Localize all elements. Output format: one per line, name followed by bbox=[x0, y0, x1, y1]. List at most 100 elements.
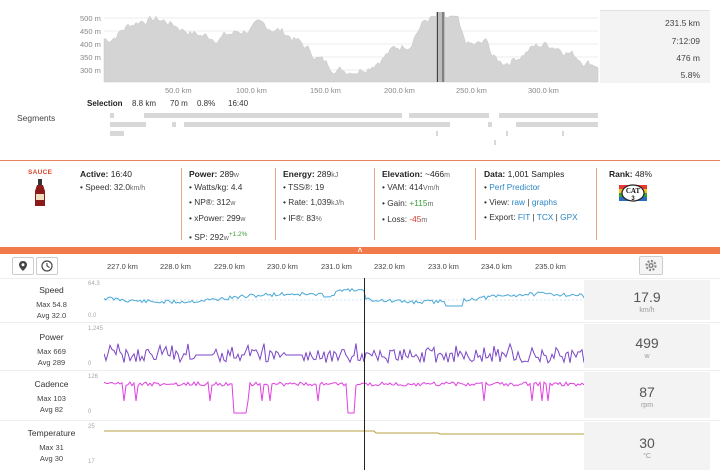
if-label: IF®: bbox=[288, 213, 305, 223]
speed-value: 32.0 bbox=[113, 182, 130, 192]
segment-bar[interactable] bbox=[409, 113, 489, 118]
clock-icon bbox=[41, 260, 53, 272]
overview-summary-panel: 231.5 km 7:12:09 476 m 5.8% bbox=[600, 10, 710, 83]
timeline-tick: 234.0 km bbox=[481, 262, 512, 271]
time-mode-button[interactable] bbox=[36, 257, 58, 275]
elevation-y-tick: 300 m bbox=[80, 66, 101, 75]
view-raw-link[interactable]: raw bbox=[511, 197, 526, 207]
temperature-avg: Avg 30 bbox=[39, 454, 64, 463]
energy-value: 289 bbox=[317, 169, 332, 179]
elevation-x-tick: 250.0 km bbox=[456, 86, 487, 95]
export-tcx-link[interactable]: TCX bbox=[536, 212, 554, 222]
selection-label: Selection bbox=[87, 99, 123, 108]
timeline-tick: 232.0 km bbox=[374, 262, 405, 271]
segment-bar[interactable] bbox=[562, 131, 564, 136]
power-avg: Avg 289 bbox=[37, 358, 66, 367]
temperature-stream-chart[interactable] bbox=[104, 423, 586, 469]
panel-resize-handle[interactable]: ˄ bbox=[0, 246, 720, 255]
cadence-stream-chart[interactable] bbox=[104, 373, 586, 417]
stats-top-border bbox=[0, 160, 720, 161]
chart-settings-button[interactable] bbox=[639, 256, 663, 275]
loss-label: Loss: bbox=[387, 214, 408, 224]
rank-value: 48% bbox=[635, 169, 653, 179]
elevation-profile-area bbox=[103, 15, 599, 83]
elevation-overview[interactable]: 500 m 450 m 400 m 350 m 300 m 50.0 km 10… bbox=[0, 0, 720, 95]
gear-icon bbox=[645, 259, 657, 272]
stats-energy: Energy: 289kJ • TSS®: 19 • Rate: 1,039kJ… bbox=[283, 169, 344, 223]
power-stream-chart[interactable] bbox=[104, 325, 586, 367]
elevation-unit: m bbox=[444, 172, 450, 179]
speed-avg: Avg 32.0 bbox=[36, 311, 67, 320]
speed-value-box: 17.9 km/h bbox=[584, 280, 710, 320]
vam-label: VAM: bbox=[387, 182, 407, 192]
power-chart-row bbox=[0, 322, 720, 371]
segment-bar[interactable] bbox=[110, 113, 114, 118]
cadence-avg: Avg 82 bbox=[39, 405, 64, 414]
sp-unit: w bbox=[223, 234, 229, 242]
export-separator: | bbox=[532, 212, 535, 222]
segment-bar[interactable] bbox=[488, 122, 492, 127]
stats-elevation: Elevation: ~466m • VAM: 414Vm/h • Gain: … bbox=[382, 169, 450, 224]
segment-bar[interactable] bbox=[494, 140, 496, 145]
elevation-x-tick: 150.0 km bbox=[310, 86, 341, 95]
cadence-max: Max 103 bbox=[37, 394, 66, 403]
timeline-tick: 235.0 km bbox=[535, 262, 566, 271]
speed-chart-row bbox=[0, 278, 720, 323]
if-unit: % bbox=[315, 216, 322, 223]
power-max: Max 669 bbox=[37, 347, 66, 356]
segment-bar[interactable] bbox=[110, 122, 146, 127]
view-graphs-link[interactable]: graphs bbox=[531, 197, 558, 207]
power-value-box: 499 w bbox=[584, 324, 710, 368]
selection-grade: 0.8% bbox=[197, 99, 216, 108]
segment-bar[interactable] bbox=[499, 113, 598, 118]
chart-cursor-line[interactable] bbox=[364, 278, 365, 470]
power-current-value: 499 bbox=[635, 335, 659, 351]
selection-distance: 8.8 km bbox=[132, 99, 157, 108]
view-label: View: bbox=[489, 197, 510, 207]
segment-bar[interactable] bbox=[388, 122, 450, 127]
power-chart-label: Power Max 669 Avg 289 bbox=[0, 332, 103, 367]
timeline-tick: 229.0 km bbox=[214, 262, 245, 271]
temperature-current-value: 30 bbox=[639, 435, 655, 451]
export-label: Export: bbox=[489, 212, 516, 222]
export-fit-link[interactable]: FIT bbox=[517, 212, 531, 222]
speed-axis-top: 64.3 bbox=[88, 281, 100, 287]
xpower-value: 299 bbox=[226, 213, 241, 223]
cat3-badge-icon[interactable]: CAT 3 bbox=[618, 182, 648, 204]
elevation-overview-svg[interactable] bbox=[0, 0, 720, 95]
sauce-bottle-icon bbox=[35, 179, 45, 206]
gain-label: Gain: bbox=[387, 198, 408, 208]
sp-delta: +1.2% bbox=[228, 231, 248, 238]
elevation-label: Elevation: bbox=[382, 169, 423, 179]
cat-badge-text: CAT bbox=[626, 187, 641, 195]
segment-bar[interactable] bbox=[506, 131, 508, 136]
stats-rank: Rank: 48% bbox=[609, 169, 652, 179]
power-current-unit: w bbox=[644, 353, 650, 360]
segment-bar[interactable] bbox=[110, 131, 124, 136]
export-gpx-link[interactable]: GPX bbox=[560, 212, 578, 222]
stats-separator bbox=[181, 168, 182, 240]
timeline-tick: 228.0 km bbox=[160, 262, 191, 271]
map-marker-button[interactable] bbox=[12, 257, 34, 275]
summary-distance: 231.5 km bbox=[665, 18, 700, 28]
segment-bar[interactable] bbox=[436, 131, 438, 136]
cadence-chart-label: Cadence Max 103 Avg 82 bbox=[0, 379, 103, 414]
perf-predictor-link[interactable]: Perf Predictor bbox=[489, 182, 540, 192]
segment-bar[interactable] bbox=[516, 122, 598, 127]
segment-bar[interactable] bbox=[184, 122, 394, 127]
segments-track[interactable] bbox=[104, 113, 598, 148]
segment-bar[interactable] bbox=[172, 122, 176, 127]
selection-highlight[interactable] bbox=[436, 12, 445, 82]
speed-stream-chart[interactable] bbox=[104, 280, 586, 320]
collapse-toggle[interactable]: ˄ bbox=[357, 246, 363, 255]
cadence-axis-top: 126 bbox=[88, 374, 99, 380]
tss-label: TSS®: bbox=[288, 182, 313, 192]
segment-bar[interactable] bbox=[144, 113, 402, 118]
stats-separator bbox=[275, 168, 276, 240]
map-marker-icon bbox=[19, 261, 27, 271]
elevation-x-tick: 300.0 km bbox=[528, 86, 559, 95]
loss-value: -45 bbox=[409, 214, 422, 224]
rank-label: Rank: bbox=[609, 169, 633, 179]
elevation-x-tick: 200.0 km bbox=[384, 86, 415, 95]
cadence-value-box: 87 rpm bbox=[584, 372, 710, 418]
